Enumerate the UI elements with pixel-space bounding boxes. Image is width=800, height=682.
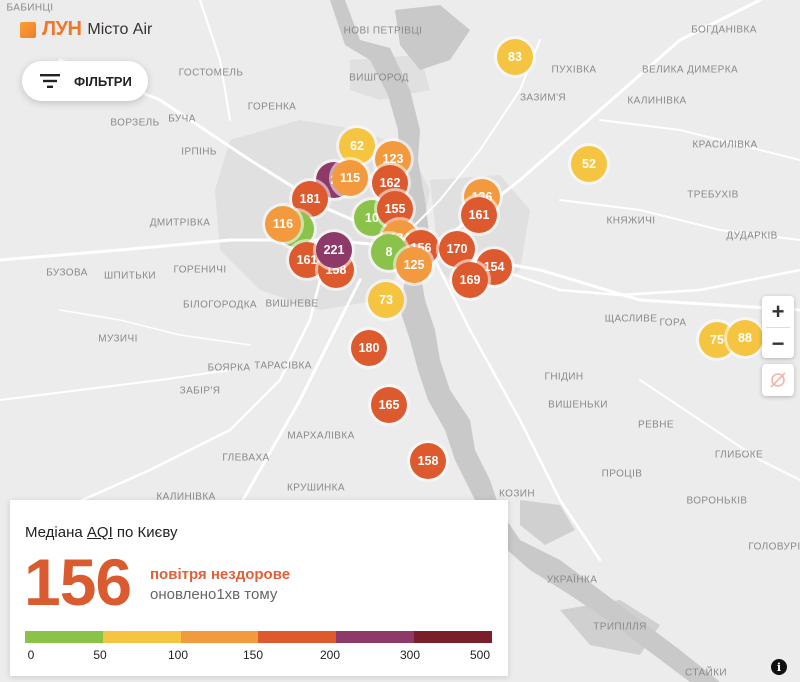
river (330, 0, 720, 682)
scale-segment-very-unhealthy (336, 631, 415, 643)
place-label: БОЯРКА (207, 362, 251, 374)
aqi-marker[interactable]: 115 (332, 160, 368, 196)
panel-title-prefix: Медіана (25, 524, 87, 541)
aqi-marker[interactable]: 125 (396, 247, 432, 283)
place-label: РЕВНЕ (638, 419, 674, 431)
place-label: ГОЛОВУРІВ (748, 541, 800, 553)
scale-label: 0 (27, 648, 35, 662)
place-label: БІЛОГОРОДКА (183, 299, 257, 311)
place-label: ЗАЗИМ'Я (519, 92, 567, 104)
place-label: ГОРА (659, 317, 687, 329)
place-label: КРАСИЛІВКА (692, 139, 758, 151)
place-label: ТРЕБУХІВ (687, 189, 739, 201)
aqi-marker[interactable]: 161 (461, 197, 497, 233)
place-label: ЩАСЛИВЕ (604, 313, 658, 325)
aqi-marker[interactable]: 52 (571, 146, 607, 182)
aqi-marker[interactable]: 165 (371, 387, 407, 423)
place-label: ВИШЕНЬКИ (548, 399, 608, 411)
place-label: НОВІ ПЕТРІВЦІ (343, 25, 423, 37)
place-label: ІРПІНЬ (181, 146, 217, 158)
aqi-marker[interactable]: 73 (368, 282, 404, 318)
place-label: КАЛИНІВКА (627, 95, 687, 107)
place-label: ПРОЦІВ (601, 468, 643, 480)
scale-label: 150 (242, 648, 264, 662)
aqi-link[interactable]: AQI (86, 524, 113, 541)
aqi-marker[interactable]: 62 (339, 128, 375, 164)
place-label: ГЛИБОКЕ (714, 449, 764, 461)
aqi-marker[interactable]: 180 (351, 330, 387, 366)
place-label: УКРАЇНКА (546, 574, 598, 586)
aqi-marker[interactable]: 221 (316, 232, 352, 268)
filters-label: ФІЛЬТРИ (74, 73, 132, 89)
place-label: КАЛИНІВКА (156, 491, 216, 503)
scale-segment-good (25, 631, 103, 643)
scale-label: 100 (167, 648, 189, 662)
aqi-color-scale (25, 631, 492, 643)
scale-label: 200 (319, 648, 341, 662)
scale-label: 500 (469, 648, 491, 662)
place-label: ГОРЕНКА (247, 101, 297, 113)
place-label: ВИШНЕВЕ (265, 298, 319, 310)
zoom-control: + − (762, 296, 794, 358)
logo[interactable]: ЛУН Місто Air (20, 18, 152, 41)
info-icon[interactable]: i (771, 659, 787, 675)
place-label: КНЯЖИЧІ (606, 215, 656, 227)
place-label: БУЧА (168, 113, 196, 125)
panel-title: Медіана AQI по Києву (25, 524, 177, 541)
scale-segment-unhealthy (258, 631, 337, 643)
place-label: ГНІДИН (544, 371, 584, 383)
scale-segment-moderate (102, 631, 181, 643)
location-button[interactable] (762, 364, 794, 396)
place-label: БОГДАНІВКА (691, 24, 757, 36)
place-label: СТАЙКИ (685, 667, 727, 679)
location-disabled-icon (770, 372, 786, 388)
place-label: ТРИПІЛЛЯ (593, 621, 647, 633)
zoom-in-button[interactable]: + (762, 296, 794, 327)
logo-mark-icon (20, 21, 36, 38)
aqi-updated-time: оновлено1хв тому (150, 586, 278, 603)
aqi-status: повітря нездорове (150, 566, 291, 583)
scale-segment-hazardous (414, 631, 492, 643)
aqi-marker[interactable]: 169 (452, 262, 488, 298)
scale-segment-sensitive (180, 631, 259, 643)
plus-icon: + (771, 298, 785, 324)
aqi-marker[interactable]: 158 (410, 443, 446, 479)
place-label: КОЗИН (499, 488, 535, 500)
aqi-marker[interactable]: 88 (727, 320, 763, 356)
place-label: ТАРАСІВКА (254, 360, 312, 372)
place-label: КРУШИНКА (287, 482, 345, 494)
place-label: ВИШГОРОД (349, 72, 409, 84)
aqi-value: 156 (24, 545, 132, 619)
logo-brand: ЛУН (42, 18, 82, 40)
place-label: ВОРЗЕЛЬ (110, 117, 160, 129)
place-label: ШПИТЬКИ (103, 270, 157, 282)
minus-icon: − (771, 330, 785, 356)
scale-label: 50 (93, 648, 107, 662)
place-label: ПУХІВКА (551, 64, 597, 76)
aqi-summary-panel: Медіана AQI по Києву 156 повітря нездоро… (10, 500, 508, 676)
place-label: ЗАБІР'Я (179, 385, 221, 397)
place-label: ДМИТРІВКА (149, 217, 211, 229)
aqi-marker[interactable]: 116 (265, 206, 301, 242)
filters-button[interactable]: ФІЛЬТРИ (22, 61, 148, 101)
place-label: ДУДАРКІВ (726, 230, 778, 242)
panel-title-suffix: по Києву (112, 524, 178, 541)
place-label: ВОРОНЬКІВ (686, 495, 748, 507)
place-label: ГЛЕВАХА (222, 452, 270, 464)
logo-product: Місто Air (87, 20, 153, 38)
filter-lines-icon (40, 74, 60, 88)
place-label: МАРХАЛІВКА (287, 430, 355, 442)
place-label: БАБИНЦІ (6, 2, 54, 14)
place-label: ГОСТОМЕЛЬ (178, 67, 244, 79)
place-label: ГОРЕНИЧІ (173, 264, 227, 276)
place-label: БУЗОВА (46, 267, 88, 279)
place-label: МУЗИЧІ (98, 333, 138, 345)
place-label: ВЕЛИКА ДИМЕРКА (641, 64, 739, 76)
zoom-out-button[interactable]: − (762, 328, 794, 359)
zoom-divider (766, 327, 790, 328)
aqi-marker[interactable]: 170 (439, 231, 475, 267)
aqi-marker[interactable]: 83 (497, 39, 533, 75)
scale-label: 300 (399, 648, 421, 662)
